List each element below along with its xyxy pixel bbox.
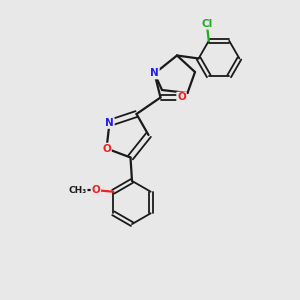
Text: O: O (92, 185, 100, 195)
Text: N: N (105, 118, 114, 128)
Text: N: N (150, 68, 159, 79)
Text: O: O (102, 143, 111, 154)
Text: Cl: Cl (202, 19, 213, 29)
Text: O: O (177, 92, 186, 103)
Text: CH₃: CH₃ (69, 186, 87, 195)
